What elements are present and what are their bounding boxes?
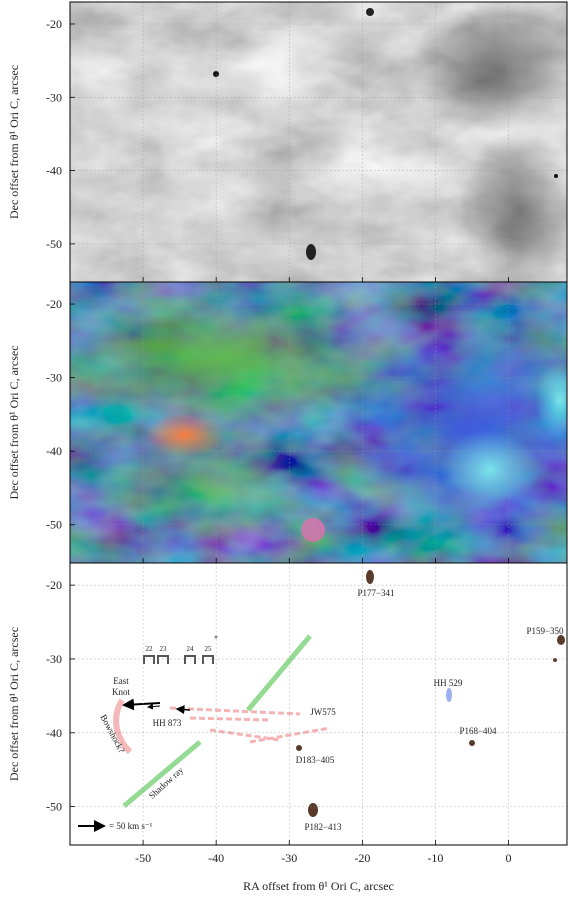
annotation: Bowshock? (98, 713, 127, 755)
y-tick-label: -20 (46, 578, 62, 592)
panel-frame (69, 562, 568, 846)
y-tick-label: -40 (46, 726, 62, 740)
grayscale-image (70, 2, 567, 282)
y-axis-label: Dec offset from θ¹ Ori C, arcsec (7, 345, 21, 499)
annotation: 24 (187, 645, 195, 653)
y-tick-label: -30 (46, 90, 62, 104)
x-tick-label: -40 (208, 851, 224, 865)
x-tick-label: -30 (281, 851, 297, 865)
annotation: 25 (205, 645, 213, 653)
x-tick-label: 0 (506, 851, 512, 865)
annotation: P168−404 (459, 726, 497, 736)
annotation: HH 529 (434, 678, 463, 688)
y-tick-label: -50 (46, 800, 62, 814)
annotation: = 50 km s⁻¹ (109, 821, 153, 831)
annotation: 23 (160, 645, 168, 653)
color-image (70, 282, 567, 563)
features (78, 570, 565, 832)
x-axis-label: RA offset from θ¹ Ori C, arcsec (243, 879, 394, 893)
y-axis-label: Dec offset from θ¹ Ori C, arcsec (7, 627, 21, 781)
y-tick-label: -20 (46, 297, 62, 311)
annotation: 22 (146, 645, 154, 653)
annotation: East (113, 676, 129, 686)
annotation: P177−341 (357, 588, 394, 598)
y-tick-label: -20 (46, 17, 62, 31)
annotation: Knot (112, 687, 130, 697)
annotations: P177−341 P159−350 HH 529 JW575 P168−404 … (98, 588, 564, 832)
annotation: P159−350 (526, 626, 564, 636)
y-tick-label: -50 (46, 518, 62, 532)
annotation: P182−413 (304, 822, 342, 832)
y-tick-label: -50 (46, 237, 62, 251)
x-tick-label: -20 (354, 851, 370, 865)
annotation: D183−405 (296, 755, 335, 765)
y-axis-label: Dec offset from θ¹ Ori C, arcsec (7, 65, 21, 219)
y-tick-label: -30 (46, 652, 62, 666)
annotation: JW575 (310, 707, 336, 717)
x-tick-label: -50 (135, 851, 151, 865)
y-tick-label: -40 (46, 444, 62, 458)
x-tick-label: -10 (427, 851, 443, 865)
annotation: HH 873 (153, 718, 182, 728)
y-tick-label: -40 (46, 164, 62, 178)
y-tick-label: -30 (46, 371, 62, 385)
